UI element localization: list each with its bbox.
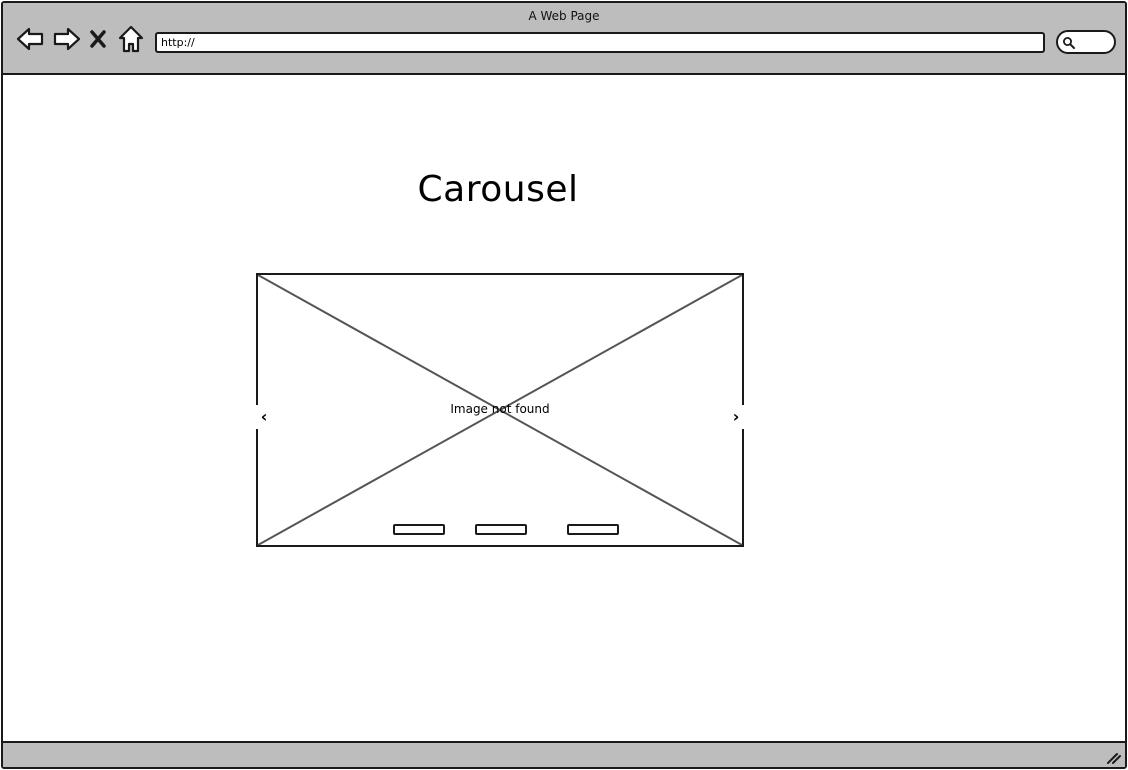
stop-button[interactable] (87, 25, 109, 53)
window-title: A Web Page (528, 9, 600, 23)
carousel-indicator-3[interactable] (567, 524, 619, 535)
carousel[interactable]: Image not found ‹ › (256, 273, 744, 547)
search-icon (1063, 37, 1075, 49)
close-icon (90, 30, 106, 48)
forward-arrow-icon (53, 27, 81, 51)
address-bar[interactable]: http:// (155, 32, 1045, 53)
browser-toolbar: A Web Page http:// (3, 3, 1125, 75)
page-title: Carousel (417, 169, 579, 210)
image-not-found-text: Image not found (450, 402, 550, 416)
back-button[interactable] (15, 25, 45, 53)
status-bar (3, 741, 1125, 767)
carousel-prev-button[interactable]: ‹ (256, 405, 272, 429)
back-arrow-icon (16, 27, 44, 51)
forward-button[interactable] (52, 25, 82, 53)
carousel-indicator-2[interactable] (475, 524, 527, 535)
home-icon (118, 25, 144, 53)
search-input[interactable] (1056, 30, 1116, 54)
carousel-next-button[interactable]: › (728, 405, 744, 429)
resize-grip-icon[interactable] (1105, 750, 1121, 764)
home-button[interactable] (116, 25, 146, 53)
image-placeholder (258, 275, 742, 545)
carousel-indicator-1[interactable] (393, 524, 445, 535)
